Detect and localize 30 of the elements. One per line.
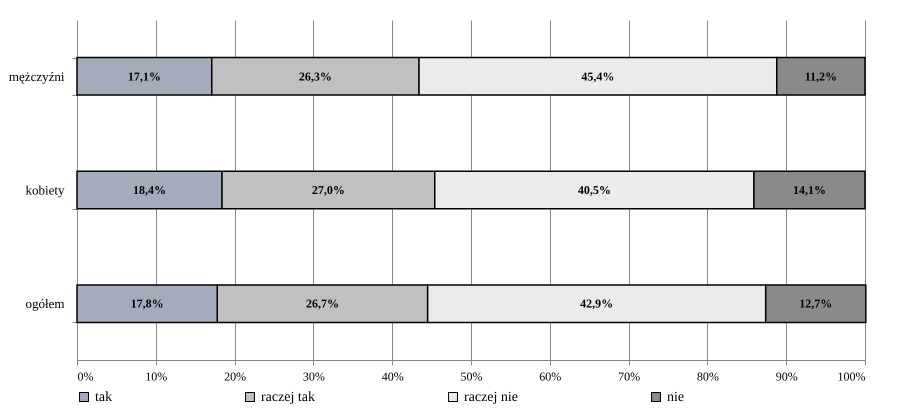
y-tick-label: kobiety xyxy=(26,182,65,198)
data-label: 12,7% xyxy=(799,296,832,311)
x-tick-label: 100% xyxy=(838,370,866,384)
data-label: 17,8% xyxy=(130,296,164,311)
x-tick-label: 20% xyxy=(224,370,246,384)
y-tick-label: ogółem xyxy=(26,296,64,312)
y-tick-label: mężczyźni xyxy=(8,68,65,84)
legend-label: tak xyxy=(95,390,112,405)
data-label: 17,1% xyxy=(128,69,161,84)
x-tick-label: 50% xyxy=(460,370,482,384)
data-label: 18,4% xyxy=(132,183,166,197)
data-label: 27,0% xyxy=(312,183,345,197)
x-tick-label: 80% xyxy=(696,370,719,384)
data-label: 26,7% xyxy=(306,296,339,311)
x-tick-label: 60% xyxy=(539,370,562,384)
x-tick-label: 40% xyxy=(382,370,404,384)
legend-label: raczej tak xyxy=(261,390,316,405)
legend-label: raczej nie xyxy=(464,390,518,405)
data-label: 40,5% xyxy=(578,183,611,197)
x-tick-label: 0% xyxy=(78,370,94,384)
legend-label: nie xyxy=(667,390,684,405)
x-tick-label: 30% xyxy=(302,370,325,384)
data-label: 11,2% xyxy=(804,69,838,84)
x-tick-label: 10% xyxy=(145,370,168,384)
data-label: 45,4% xyxy=(581,69,614,84)
x-tick-label: 90% xyxy=(776,370,798,384)
data-label: 14,1% xyxy=(792,183,826,197)
data-label: 42,9% xyxy=(580,296,614,311)
x-tick-label: 70% xyxy=(618,370,640,384)
data-label: 26,3% xyxy=(298,69,332,84)
